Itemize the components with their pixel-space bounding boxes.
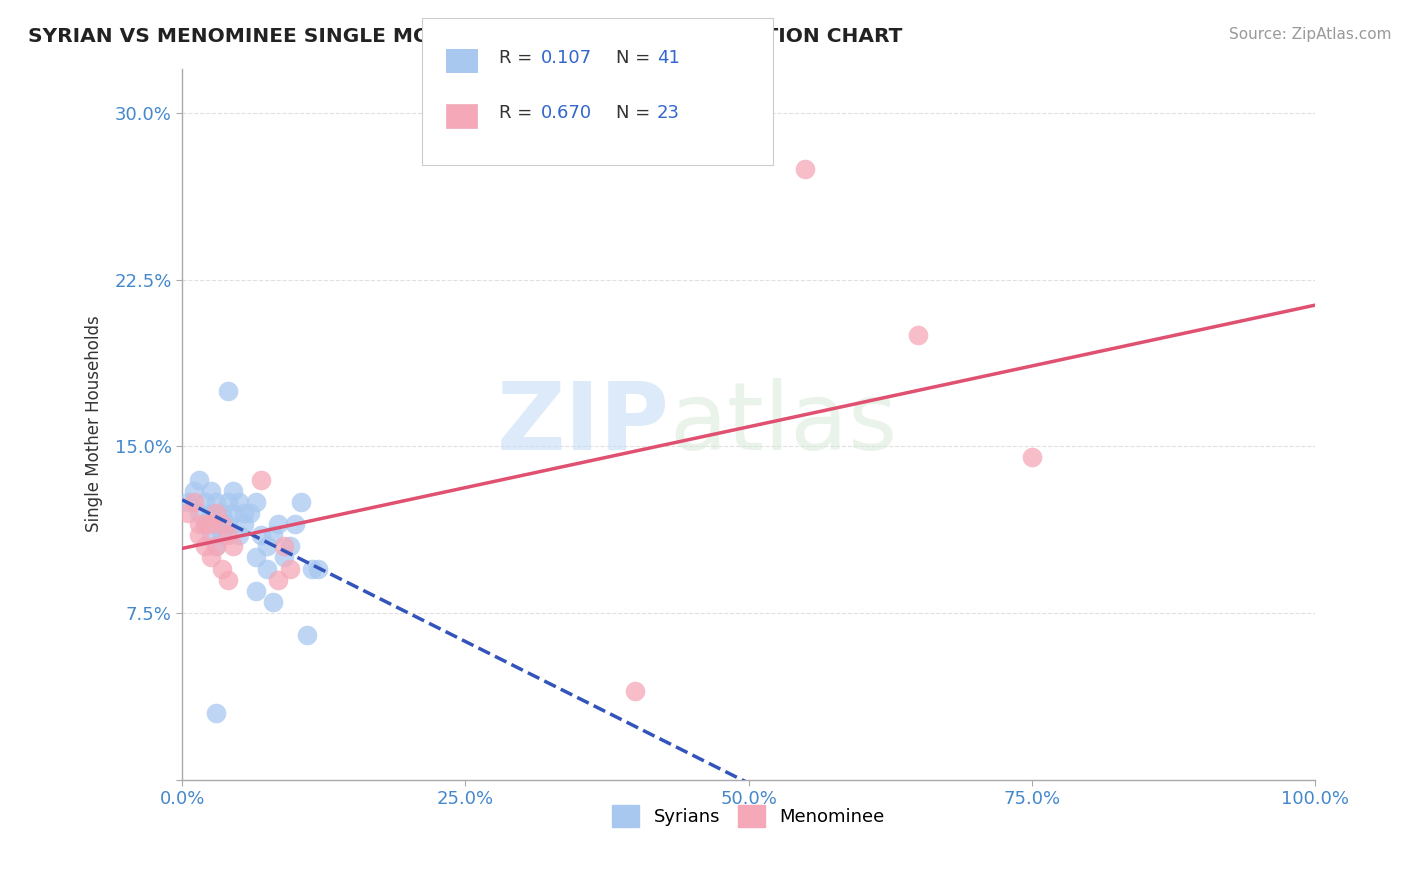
Point xyxy=(233,517,256,532)
Point xyxy=(278,539,301,553)
Point xyxy=(250,528,273,542)
Text: R =: R = xyxy=(499,104,538,122)
Point xyxy=(267,573,290,587)
Point xyxy=(273,550,295,565)
Point xyxy=(194,495,217,509)
Point xyxy=(194,517,217,532)
Point xyxy=(188,506,211,520)
Point xyxy=(205,517,228,532)
Point xyxy=(211,506,233,520)
Point xyxy=(222,506,245,520)
Point xyxy=(211,528,233,542)
Point xyxy=(273,539,295,553)
Point xyxy=(624,683,647,698)
Point xyxy=(200,550,222,565)
Point xyxy=(222,483,245,498)
Point xyxy=(245,583,267,598)
Point xyxy=(194,539,217,553)
Point xyxy=(245,495,267,509)
Text: 23: 23 xyxy=(657,104,679,122)
Point xyxy=(256,539,278,553)
Point xyxy=(200,506,222,520)
Point xyxy=(228,528,250,542)
Point xyxy=(200,517,222,532)
Point xyxy=(217,384,239,398)
Point xyxy=(262,595,284,609)
Point xyxy=(301,561,323,575)
Point xyxy=(217,528,239,542)
Point xyxy=(205,506,228,520)
Text: ZIP: ZIP xyxy=(496,378,669,470)
Point xyxy=(177,495,200,509)
Point xyxy=(217,495,239,509)
Point xyxy=(205,539,228,553)
Point xyxy=(188,528,211,542)
Point xyxy=(295,628,318,642)
Point xyxy=(233,506,256,520)
Text: R =: R = xyxy=(499,49,538,67)
Point xyxy=(307,561,329,575)
Point xyxy=(211,561,233,575)
Text: SYRIAN VS MENOMINEE SINGLE MOTHER HOUSEHOLDS CORRELATION CHART: SYRIAN VS MENOMINEE SINGLE MOTHER HOUSEH… xyxy=(28,27,903,45)
Text: atlas: atlas xyxy=(669,378,897,470)
Text: 0.107: 0.107 xyxy=(541,49,592,67)
Point xyxy=(222,539,245,553)
Point xyxy=(217,573,239,587)
Point xyxy=(284,517,307,532)
Text: N =: N = xyxy=(616,49,655,67)
Point xyxy=(262,528,284,542)
Point xyxy=(245,550,267,565)
Text: 41: 41 xyxy=(657,49,679,67)
Y-axis label: Single Mother Households: Single Mother Households xyxy=(86,316,103,533)
Point xyxy=(194,517,217,532)
Text: N =: N = xyxy=(616,104,655,122)
Point xyxy=(188,473,211,487)
Point xyxy=(183,495,205,509)
Point xyxy=(267,517,290,532)
Point xyxy=(256,561,278,575)
Legend: Syrians, Menominee: Syrians, Menominee xyxy=(605,798,893,835)
Point xyxy=(205,706,228,720)
Point xyxy=(183,483,205,498)
Text: Source: ZipAtlas.com: Source: ZipAtlas.com xyxy=(1229,27,1392,42)
Point xyxy=(228,495,250,509)
Point xyxy=(188,517,211,532)
Point xyxy=(200,483,222,498)
Point xyxy=(211,517,233,532)
Point xyxy=(290,495,312,509)
Point xyxy=(217,517,239,532)
Point xyxy=(250,473,273,487)
Point xyxy=(907,328,929,343)
Point xyxy=(200,528,222,542)
Point xyxy=(177,506,200,520)
Text: 0.670: 0.670 xyxy=(541,104,592,122)
Point xyxy=(794,161,817,176)
Point xyxy=(239,506,262,520)
Point xyxy=(205,495,228,509)
Point xyxy=(278,561,301,575)
Point xyxy=(205,539,228,553)
Point xyxy=(1021,450,1043,465)
